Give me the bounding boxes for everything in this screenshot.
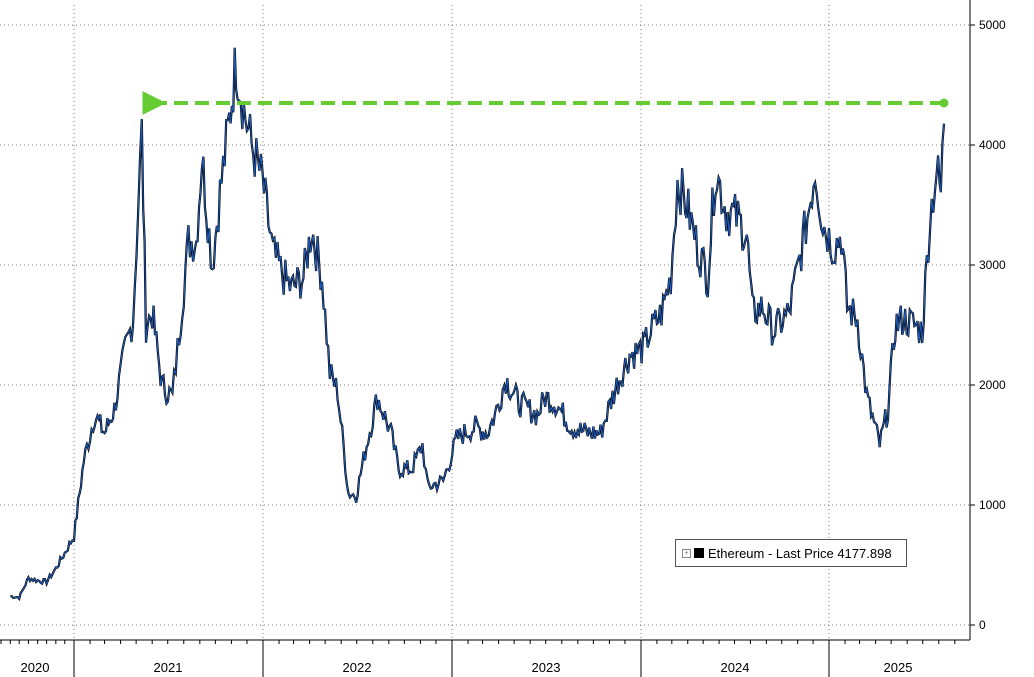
- series-line-shadow: [10, 47, 946, 602]
- y-axis: 0 1000 2000 3000 4000 5000: [969, 0, 1006, 640]
- last-price-tag: 4177.898: [973, 116, 1034, 134]
- y-tick-label-0: 0: [979, 618, 986, 632]
- x-tick-label-2021: 2021: [154, 660, 183, 675]
- legend: + Ethereum - Last Price 4177.898: [675, 539, 907, 567]
- x-tick-label-2022: 2022: [343, 660, 372, 675]
- y-tick-label-4: 4000: [979, 138, 1006, 152]
- ath-arrow-origin-dot: [939, 98, 949, 108]
- y-tick-label-5: 5000: [979, 18, 1006, 32]
- legend-swatch: [694, 548, 704, 558]
- grid-lines: [0, 5, 970, 640]
- series-lines: [10, 47, 946, 602]
- last-price-tag-label: 4177.898: [981, 118, 1032, 132]
- x-tick-label-2023: 2023: [532, 660, 561, 675]
- x-tick-label-2020: 2020: [21, 660, 50, 675]
- x-axis: 2020 2021 2022 2023 2024 2025: [0, 639, 970, 677]
- series-line-ethereum: [10, 47, 945, 600]
- y-tick-label-2: 2000: [979, 378, 1006, 392]
- annotations: [142, 91, 949, 115]
- legend-label: Ethereum - Last Price 4177.898: [708, 545, 892, 561]
- y-tick-label-1: 1000: [979, 498, 1006, 512]
- x-tick-label-2024: 2024: [721, 660, 750, 675]
- legend-expand-icon[interactable]: +: [682, 548, 691, 558]
- x-tick-label-2025: 2025: [884, 660, 913, 675]
- y-tick-label-3: 3000: [979, 258, 1006, 272]
